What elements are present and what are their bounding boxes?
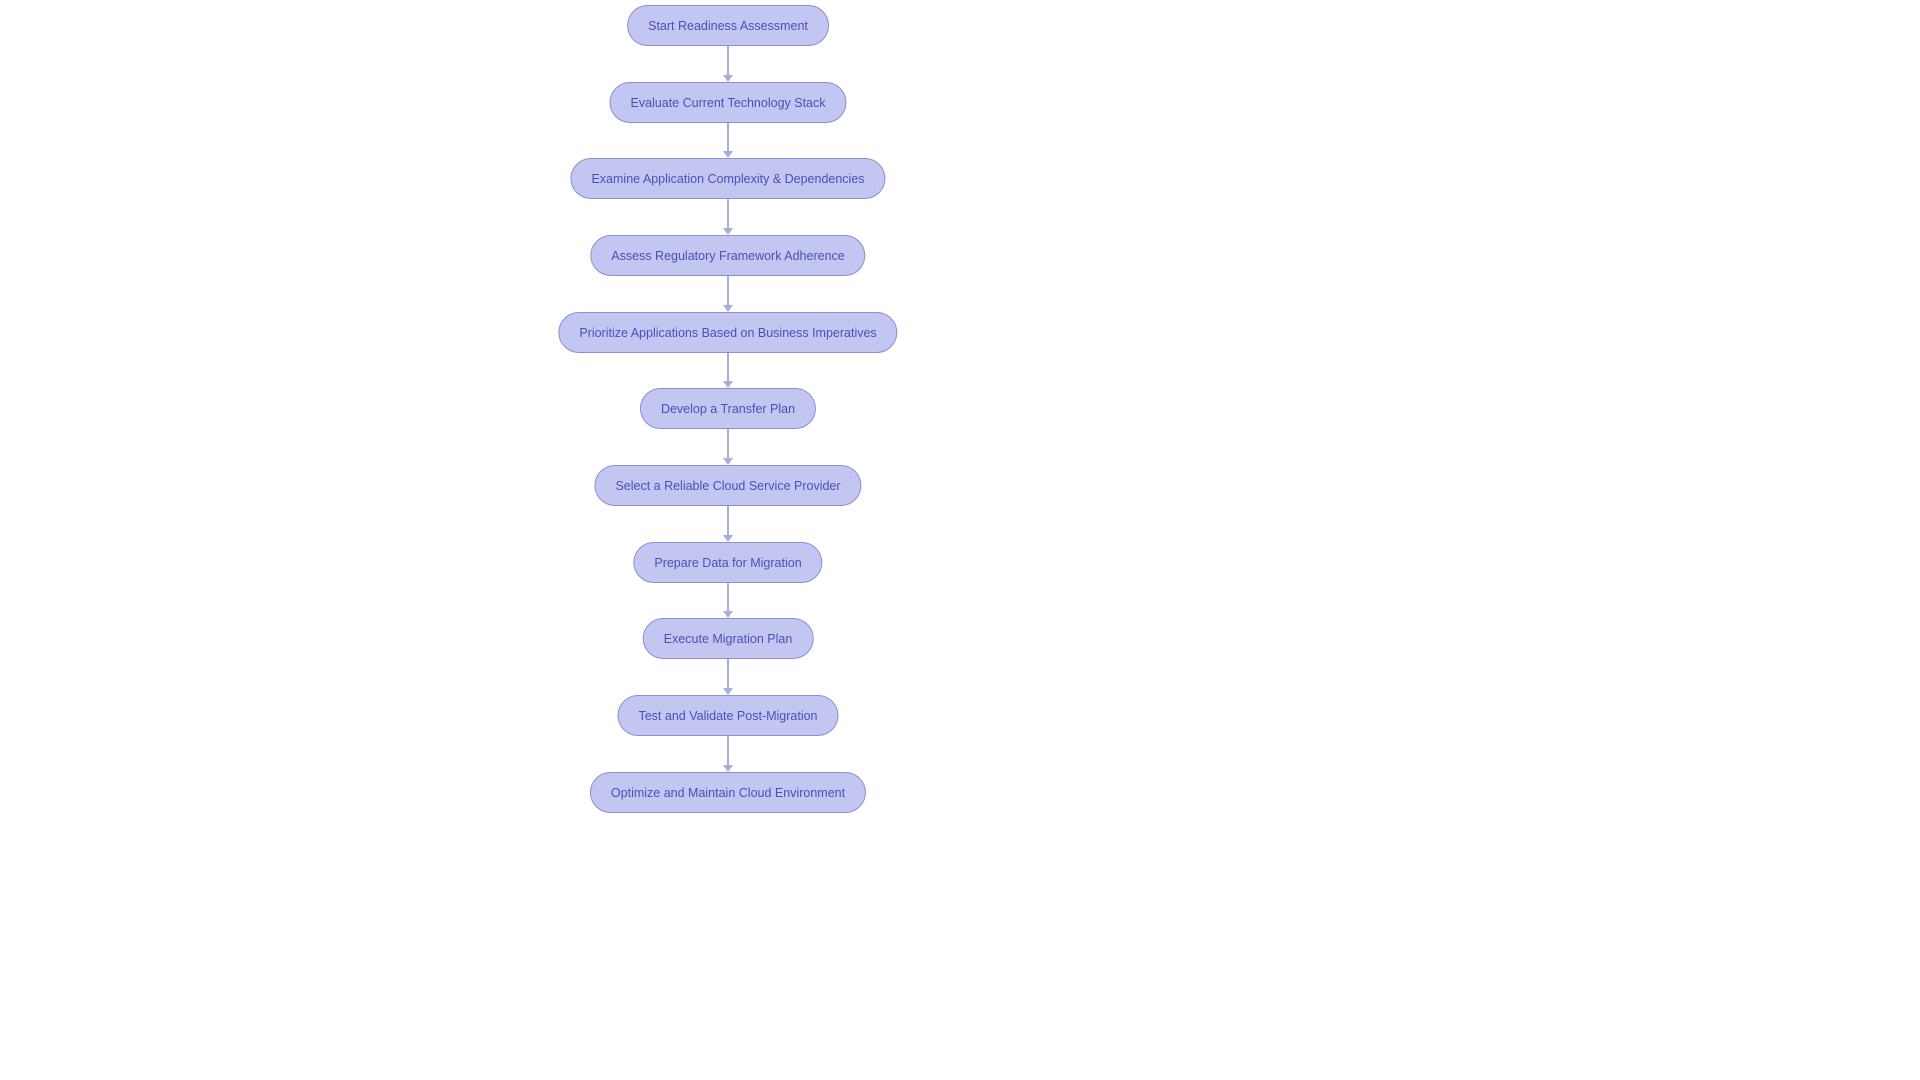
flow-arrowhead-1 — [723, 151, 733, 158]
flow-arrowhead-3 — [723, 305, 733, 312]
flow-node-n1: Start Readiness Assessment — [627, 5, 829, 46]
flow-node-n4: Assess Regulatory Framework Adherence — [590, 235, 865, 276]
flow-node-n2: Evaluate Current Technology Stack — [609, 82, 846, 123]
flow-node-n5: Prioritize Applications Based on Busines… — [558, 312, 897, 353]
flow-edge-6 — [727, 506, 729, 535]
flow-arrowhead-6 — [723, 535, 733, 542]
flow-arrowhead-8 — [723, 688, 733, 695]
flow-node-n6: Develop a Transfer Plan — [640, 388, 816, 429]
flow-arrowhead-5 — [723, 458, 733, 465]
flow-edge-3 — [727, 276, 729, 305]
flow-edge-1 — [727, 123, 729, 151]
flow-arrowhead-7 — [723, 611, 733, 618]
flow-node-n3: Examine Application Complexity & Depende… — [570, 158, 885, 199]
flow-edge-4 — [727, 353, 729, 381]
flowchart-canvas: Start Readiness Assessment Evaluate Curre… — [0, 0, 1920, 1080]
flow-arrowhead-2 — [723, 228, 733, 235]
flow-node-n10: Test and Validate Post-Migration — [617, 695, 838, 736]
flow-edge-5 — [727, 429, 729, 458]
flow-edge-2 — [727, 199, 729, 228]
flow-node-n9: Execute Migration Plan — [643, 618, 814, 659]
flow-node-n11: Optimize and Maintain Cloud Environment — [590, 772, 866, 813]
flow-arrowhead-0 — [723, 75, 733, 82]
flow-edge-7 — [727, 583, 729, 611]
flow-arrowhead-4 — [723, 381, 733, 388]
flow-edge-0 — [727, 46, 729, 75]
flow-node-n8: Prepare Data for Migration — [633, 542, 822, 583]
flow-arrowhead-9 — [723, 765, 733, 772]
flow-edge-9 — [727, 736, 729, 765]
flow-node-n7: Select a Reliable Cloud Service Provider — [594, 465, 861, 506]
flow-edge-8 — [727, 659, 729, 688]
